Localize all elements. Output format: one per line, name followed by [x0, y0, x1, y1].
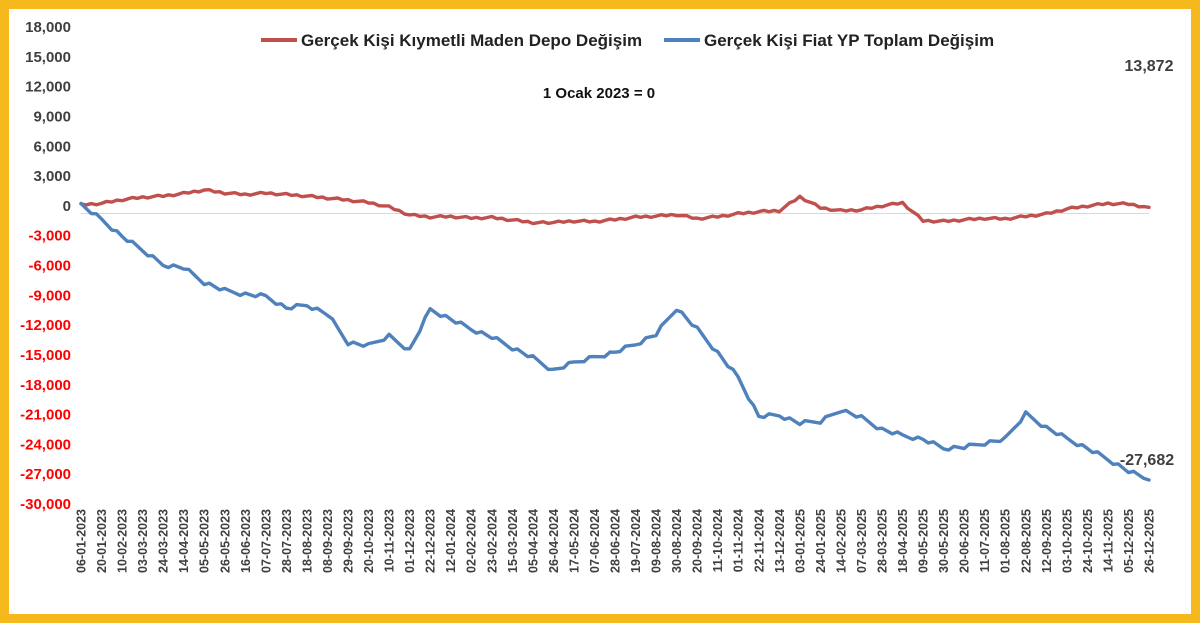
x-axis-tick: 19-07-2024 — [629, 509, 643, 573]
y-axis-tick: 0 — [63, 198, 71, 215]
x-axis-tick: 24-01-2025 — [814, 509, 828, 573]
y-axis-tick: 6,000 — [33, 138, 71, 155]
y-axis-tick: -27,000 — [20, 466, 71, 483]
x-axis-tick: 23-02-2024 — [485, 509, 499, 573]
x-axis-tick: 22-12-2023 — [424, 509, 438, 573]
x-axis-tick: 05-05-2023 — [198, 509, 212, 573]
y-axis-tick: -30,000 — [20, 496, 71, 513]
y-axis-tick: -12,000 — [20, 317, 71, 334]
x-axis-tick: 14-02-2025 — [834, 509, 848, 573]
x-axis-tick: 03-10-2025 — [1060, 509, 1074, 573]
x-axis-tick: 22-11-2024 — [752, 509, 766, 572]
x-axis-tick: 03-01-2025 — [793, 509, 807, 573]
x-axis-tick: 05-04-2024 — [526, 509, 540, 573]
x-axis-tick: 01-08-2025 — [999, 509, 1013, 573]
y-axis-tick: -15,000 — [20, 347, 71, 364]
x-axis-tick: 20-09-2024 — [691, 509, 705, 573]
y-axis-tick: 15,000 — [25, 49, 71, 66]
x-axis-tick: 22-08-2025 — [1019, 509, 1033, 573]
x-axis-tick: 01-11-2024 — [732, 509, 746, 572]
legend-label-fx[interactable]: Gerçek Kişi Fiat YP Toplam Değişim — [704, 31, 994, 50]
x-axis-tick: 09-08-2024 — [650, 509, 664, 573]
x-axis-tick: 10-02-2023 — [116, 509, 130, 573]
x-axis-tick: 28-06-2024 — [609, 509, 623, 573]
y-axis-tick: -24,000 — [20, 436, 71, 453]
x-axis-tick: 16-06-2023 — [239, 509, 253, 573]
x-axis-tick: 12-09-2025 — [1040, 509, 1054, 573]
series-line-gold — [79, 188, 1151, 226]
x-axis-tick: 11-07-2025 — [978, 509, 992, 572]
legend: Gerçek Kişi Kıymetli Maden Depo Değişim … — [261, 31, 994, 50]
x-axis-tick: 06-01-2023 — [75, 509, 89, 573]
x-axis-tick: 24-10-2025 — [1081, 509, 1095, 573]
x-axis-tick: 14-04-2023 — [177, 509, 191, 573]
y-axis-tick: 12,000 — [25, 79, 71, 96]
x-axis-tick: 11-10-2024 — [711, 509, 725, 572]
x-axis-tick: 13-12-2024 — [773, 509, 787, 573]
x-axis-tick: 30-05-2025 — [937, 509, 951, 573]
x-axis-tick: 18-04-2025 — [896, 509, 910, 573]
annotation-note: 1 Ocak 2023 = 0 — [543, 85, 655, 102]
x-axis-tick: 17-05-2024 — [567, 509, 581, 573]
x-axis-tick: 03-03-2023 — [136, 509, 150, 573]
x-axis-tick: 20-06-2025 — [958, 509, 972, 573]
y-axis-tick: -18,000 — [20, 377, 71, 394]
x-axis-tick: 20-10-2023 — [362, 509, 376, 573]
x-axis-tick: 09-05-2025 — [917, 509, 931, 573]
x-axis-tick: 14-11-2025 — [1101, 509, 1115, 572]
y-axis-tick: 3,000 — [33, 168, 71, 185]
x-axis-tick: 07-07-2023 — [259, 509, 273, 573]
x-axis-tick: 15-03-2024 — [506, 509, 520, 573]
line-chart: 18,000 15,000 12,000 9,000 6,000 3,000 0 -3,000… — [20, 19, 1174, 573]
x-axis-tick: 29-09-2023 — [342, 509, 356, 573]
x-axis-tick: 07-06-2024 — [588, 509, 602, 573]
series-line-fx — [79, 201, 1151, 482]
y-axis-tick: -21,000 — [20, 407, 71, 424]
y-axis-tick: -9,000 — [28, 287, 71, 304]
x-axis-tick: 07-03-2025 — [855, 509, 869, 573]
end-label-fx: -27,682 — [1120, 452, 1174, 469]
x-axis-tick: 24-03-2023 — [157, 509, 171, 573]
x-axis-tick: 01-12-2023 — [403, 509, 417, 573]
y-axis-tick: 18,000 — [25, 19, 71, 36]
x-axis-tick: 12-01-2024 — [444, 509, 458, 573]
x-axis-tick: 18-08-2023 — [300, 509, 314, 573]
end-label-gold: 13,872 — [1125, 58, 1174, 75]
x-axis-tick: 26-12-2025 — [1143, 509, 1157, 573]
y-axis-tick-labels: 18,000 15,000 12,000 9,000 6,000 3,000 0 -3,000… — [20, 19, 71, 513]
x-axis-tick: 02-02-2024 — [465, 509, 479, 573]
y-axis-tick: 9,000 — [33, 108, 71, 125]
x-axis-tick: 05-12-2025 — [1122, 509, 1136, 573]
x-axis-tick: 20-01-2023 — [95, 509, 109, 573]
x-axis-tick: 26-05-2023 — [218, 509, 232, 573]
legend-label-gold[interactable]: Gerçek Kişi Kıymetli Maden Depo Değişim — [301, 31, 642, 50]
x-axis-tick: 26-04-2024 — [547, 509, 561, 573]
x-axis-tick: 08-09-2023 — [321, 509, 335, 573]
x-axis-tick: 10-11-2023 — [383, 509, 397, 572]
y-axis-tick: -6,000 — [28, 258, 71, 275]
x-axis-tick: 30-08-2024 — [670, 509, 684, 573]
x-axis-tick: 28-07-2023 — [280, 509, 294, 573]
y-axis-tick: -3,000 — [28, 228, 71, 245]
x-axis-tick-labels: 06-01-2023 20-01-2023 10-02-2023 03-03-2023… — [75, 509, 1157, 573]
x-axis-tick: 28-03-2025 — [876, 509, 890, 573]
